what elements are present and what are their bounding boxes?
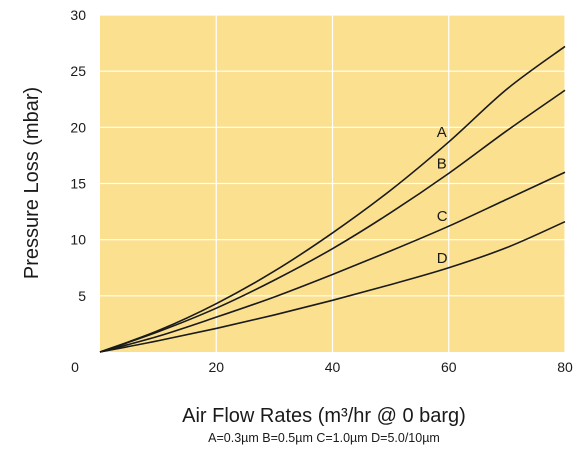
series-labels: AB C D — [437, 124, 448, 267]
grid — [100, 14, 566, 352]
y-tick-label: 25 — [70, 63, 86, 79]
x-tick-label: 0 — [71, 359, 79, 375]
axes: 0 20 40 60 80 5 10 15 20 25 30 — [70, 7, 573, 375]
y-tick-label: 30 — [70, 7, 86, 23]
series-label-b: B — [437, 155, 447, 172]
series-line-c — [99, 171, 566, 353]
series-label-d: D — [437, 250, 448, 267]
series-lines — [99, 45, 566, 353]
series-line-d — [99, 220, 566, 353]
series-line-a — [99, 45, 566, 353]
x-tick-label: 80 — [557, 359, 573, 375]
series-line-b — [99, 89, 566, 353]
x-tick-label: 40 — [325, 359, 341, 375]
y-tick-label: 10 — [70, 232, 86, 248]
y-tick-label: 20 — [70, 119, 86, 135]
y-tick-label: 15 — [70, 176, 86, 192]
x-tick-label: 20 — [208, 359, 224, 375]
legend-footnote: A=0.3µm B=0.5µm C=1.0µm D=5.0/10µm — [208, 431, 440, 445]
x-axis-title: Air Flow Rates (m³/hr @ 0 barg) — [182, 405, 466, 427]
y-axis-title: Pressure Loss (mbar) — [21, 87, 43, 279]
x-tick-label: 60 — [441, 359, 457, 375]
y-tick-label: 5 — [78, 288, 86, 304]
series-label-a: A — [437, 124, 447, 141]
series-label-c: C — [437, 208, 448, 225]
